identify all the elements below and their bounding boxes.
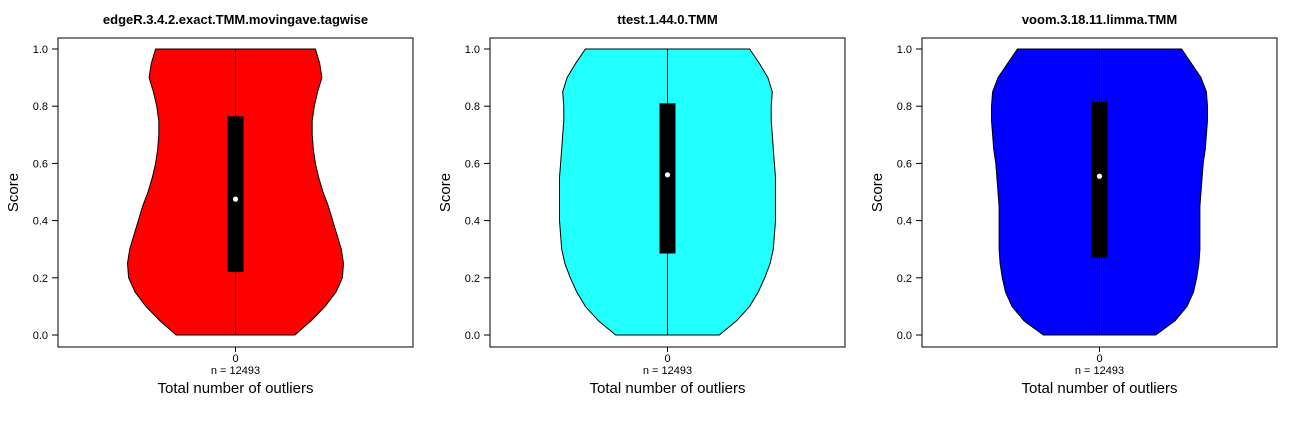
y-tick-label: 1.0	[465, 44, 480, 56]
iqr-box	[1091, 101, 1108, 258]
y-tick-label: 0.0	[897, 330, 912, 342]
chart-title: voom.3.18.11.limma.TMM	[1022, 12, 1177, 27]
x-axis-title: Total number of outliers	[1022, 380, 1178, 397]
chart-panel-3: voom.3.18.11.limma.TMM 0.0 0.2 0.4 0.6 0.8 1.0…	[869, 12, 1278, 397]
y-tick-label: 0.8	[465, 101, 480, 113]
y-tick-label: 0.4	[465, 216, 480, 228]
iqr-box	[659, 103, 676, 254]
y-tick-label: 0.6	[33, 158, 48, 170]
y-tick-label: 0.8	[897, 101, 912, 113]
y-tick-label: 0.6	[897, 158, 912, 170]
y-tick-label: 1.0	[33, 44, 48, 56]
median-point	[664, 172, 671, 178]
y-tick-label: 0.4	[897, 216, 912, 228]
chart-title: edgeR.3.4.2.exact.TMM.movingave.tagwise	[103, 12, 368, 27]
x-tick-label: 0	[232, 353, 238, 365]
y-tick-label: 0.2	[465, 273, 480, 285]
x-axis-title: Total number of outliers	[590, 380, 746, 397]
y-axis-title: Score	[869, 173, 886, 212]
sample-size-label: n = 12493	[643, 365, 692, 377]
median-point	[1096, 173, 1103, 179]
y-tick-label: 0.2	[897, 273, 912, 285]
x-axis-title: Total number of outliers	[158, 380, 314, 397]
x-tick-label: 0	[664, 353, 670, 365]
y-tick-label: 0.0	[465, 330, 480, 342]
iqr-box	[227, 116, 244, 273]
y-axis-title: Score	[5, 173, 22, 212]
median-point	[232, 196, 239, 202]
chart-panel-2: ttest.1.44.0.TMM 0.0 0.2 0.4 0.6 0.8 1.0 0n = 1…	[437, 12, 846, 397]
sample-size-label: n = 12493	[1075, 365, 1124, 377]
chart-title: ttest.1.44.0.TMM	[617, 12, 717, 27]
y-tick-label: 0.2	[33, 273, 48, 285]
y-axis-title: Score	[437, 173, 454, 212]
chart-panel-1: edgeR.3.4.2.exact.TMM.movingave.tagwise 0…	[5, 12, 414, 397]
y-tick-label: 0.8	[33, 101, 48, 113]
sample-size-label: n = 12493	[211, 365, 260, 377]
x-tick-label: 0	[1096, 353, 1102, 365]
y-tick-label: 1.0	[897, 44, 912, 56]
y-tick-label: 0.6	[465, 158, 480, 170]
y-tick-label: 0.4	[33, 216, 48, 228]
y-tick-label: 0.0	[33, 330, 48, 342]
